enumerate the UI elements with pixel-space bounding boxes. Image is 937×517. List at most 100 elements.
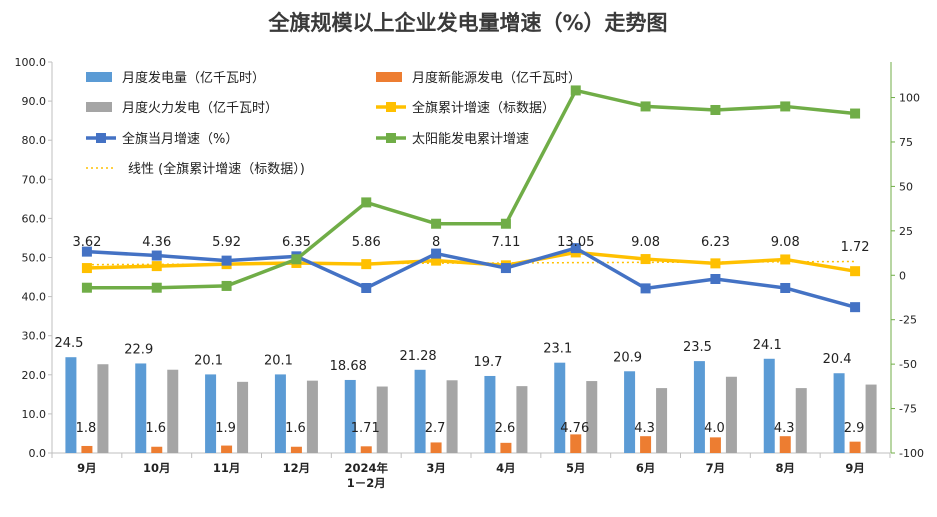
series-line bbox=[86, 88, 856, 290]
bar bbox=[290, 446, 302, 453]
bar bbox=[306, 380, 318, 453]
right-axis-tick-label: 0 bbox=[899, 269, 906, 282]
legend-swatch-marker bbox=[386, 102, 396, 112]
bars bbox=[65, 357, 877, 453]
series-point bbox=[81, 263, 92, 274]
bar bbox=[430, 442, 442, 453]
line-data-label: 4.36 bbox=[142, 235, 171, 250]
x-axis-tick-label: 9月 bbox=[845, 461, 865, 475]
left-axis-tick-label: 80.0 bbox=[22, 134, 47, 147]
series-point bbox=[500, 263, 511, 274]
x-axis-tick-label: 4月 bbox=[496, 461, 516, 475]
line-data-label: 6.35 bbox=[282, 235, 311, 250]
series-point bbox=[570, 243, 581, 254]
left-axis-tick-label: 40.0 bbox=[22, 291, 47, 304]
series-point bbox=[291, 254, 302, 265]
bar bbox=[795, 388, 807, 453]
left-axis-tick-label: 0.0 bbox=[29, 447, 47, 460]
bar-data-label: 1.6 bbox=[145, 421, 166, 436]
bar bbox=[554, 362, 566, 453]
right-axis-tick-label: -100 bbox=[899, 447, 924, 460]
line-data-label: 9.08 bbox=[631, 235, 660, 250]
x-axis-tick-label-line: 11月 bbox=[213, 461, 241, 475]
bar-data-label: 4.0 bbox=[704, 421, 725, 436]
series-point bbox=[151, 250, 162, 261]
x-axis-tick-label-line: 1－2月 bbox=[347, 476, 386, 490]
x-axis-tick-label: 2024年 1－2月 bbox=[344, 461, 388, 490]
legend-label: 月度火力发电（亿千瓦时） bbox=[122, 100, 278, 116]
bar-data-label: 2.9 bbox=[844, 421, 865, 436]
bar bbox=[446, 380, 458, 453]
series-point bbox=[570, 85, 581, 96]
series-line bbox=[86, 246, 856, 309]
bar bbox=[484, 375, 496, 453]
x-axis-tick-label: 6月 bbox=[636, 461, 656, 475]
legend-label: 全旗累计增速（标数据） bbox=[412, 100, 555, 116]
x-axis-tick-label-line: 5月 bbox=[566, 461, 586, 475]
bar bbox=[586, 381, 598, 453]
x-axis-tick-label-line: 10月 bbox=[143, 461, 171, 475]
series-point bbox=[710, 274, 721, 285]
bar-data-label: 20.9 bbox=[613, 350, 642, 365]
bar bbox=[135, 363, 147, 453]
left-axis-tick-label: 60.0 bbox=[22, 212, 47, 225]
line-data-label: 13.05 bbox=[557, 235, 594, 250]
right-axis-tick-label: -25 bbox=[899, 314, 917, 327]
bar-data-label: 4.76 bbox=[560, 421, 589, 436]
x-axis-tick-label-line: 9月 bbox=[845, 461, 865, 475]
bar bbox=[725, 376, 737, 453]
line-data-label: 1.72 bbox=[841, 240, 870, 255]
legend-label: 太阳能发电累计增速 bbox=[412, 131, 529, 147]
series-point bbox=[850, 108, 861, 119]
right-axis-tick-label: 50 bbox=[899, 180, 913, 193]
bar-data-label: 24.1 bbox=[753, 338, 782, 353]
x-axis-tick-label: 11月 bbox=[213, 461, 241, 475]
bar-data-label: 1.9 bbox=[215, 421, 236, 436]
x-axis-tick-label-line: 3月 bbox=[426, 461, 446, 475]
series-point bbox=[431, 255, 442, 266]
bar bbox=[516, 386, 528, 453]
series-point bbox=[780, 282, 791, 293]
x-axis-tick-label-line: 6月 bbox=[636, 461, 656, 475]
series-point bbox=[81, 246, 92, 257]
left-axis-tick-label: 30.0 bbox=[22, 330, 47, 343]
line-data-label: 8 bbox=[432, 235, 440, 250]
legend-swatch-marker bbox=[386, 133, 396, 143]
line-data-label: 6.23 bbox=[701, 235, 730, 250]
series-point bbox=[361, 282, 372, 293]
bar-data-label: 20.1 bbox=[194, 353, 223, 368]
x-axis-tick-label-line: 8月 bbox=[775, 461, 795, 475]
x-axis-tick-label-line: 2024年 bbox=[344, 461, 388, 475]
bar bbox=[833, 373, 845, 453]
bar bbox=[763, 358, 775, 453]
x-axis-tick-label-line: 7月 bbox=[706, 461, 726, 475]
right-axis-tick-label: 100 bbox=[899, 92, 920, 105]
bar bbox=[500, 442, 512, 453]
bar bbox=[849, 441, 861, 453]
left-axis-tick-label: 50.0 bbox=[22, 252, 47, 265]
series-point bbox=[221, 255, 232, 266]
series-point bbox=[151, 261, 162, 272]
bar bbox=[414, 369, 426, 453]
line-data-label: 9.08 bbox=[771, 235, 800, 250]
bar bbox=[693, 361, 705, 453]
series-point bbox=[81, 282, 92, 293]
bar-data-label: 23.1 bbox=[543, 342, 572, 357]
line-data-label: 3.62 bbox=[72, 235, 101, 250]
bar-data-label: 20.1 bbox=[264, 353, 293, 368]
legend-swatch bbox=[376, 72, 402, 82]
series-point bbox=[780, 254, 791, 265]
bar bbox=[640, 436, 652, 453]
data-labels: 24.5 22.9 20.1 20.1 18.68 21.28 19.7 23.1 20.9 23… bbox=[54, 235, 869, 436]
x-axis-tick-label: 5月 bbox=[566, 461, 586, 475]
bar-data-label: 19.7 bbox=[473, 355, 502, 370]
series-point bbox=[710, 104, 721, 115]
series-point bbox=[361, 259, 372, 270]
line-data-label: 5.86 bbox=[352, 235, 381, 250]
bar bbox=[570, 434, 582, 453]
series-point bbox=[850, 302, 861, 313]
line-data-label: 7.11 bbox=[491, 235, 520, 250]
legend-label: 全旗当月增速（%） bbox=[122, 131, 238, 147]
bar bbox=[344, 379, 356, 453]
